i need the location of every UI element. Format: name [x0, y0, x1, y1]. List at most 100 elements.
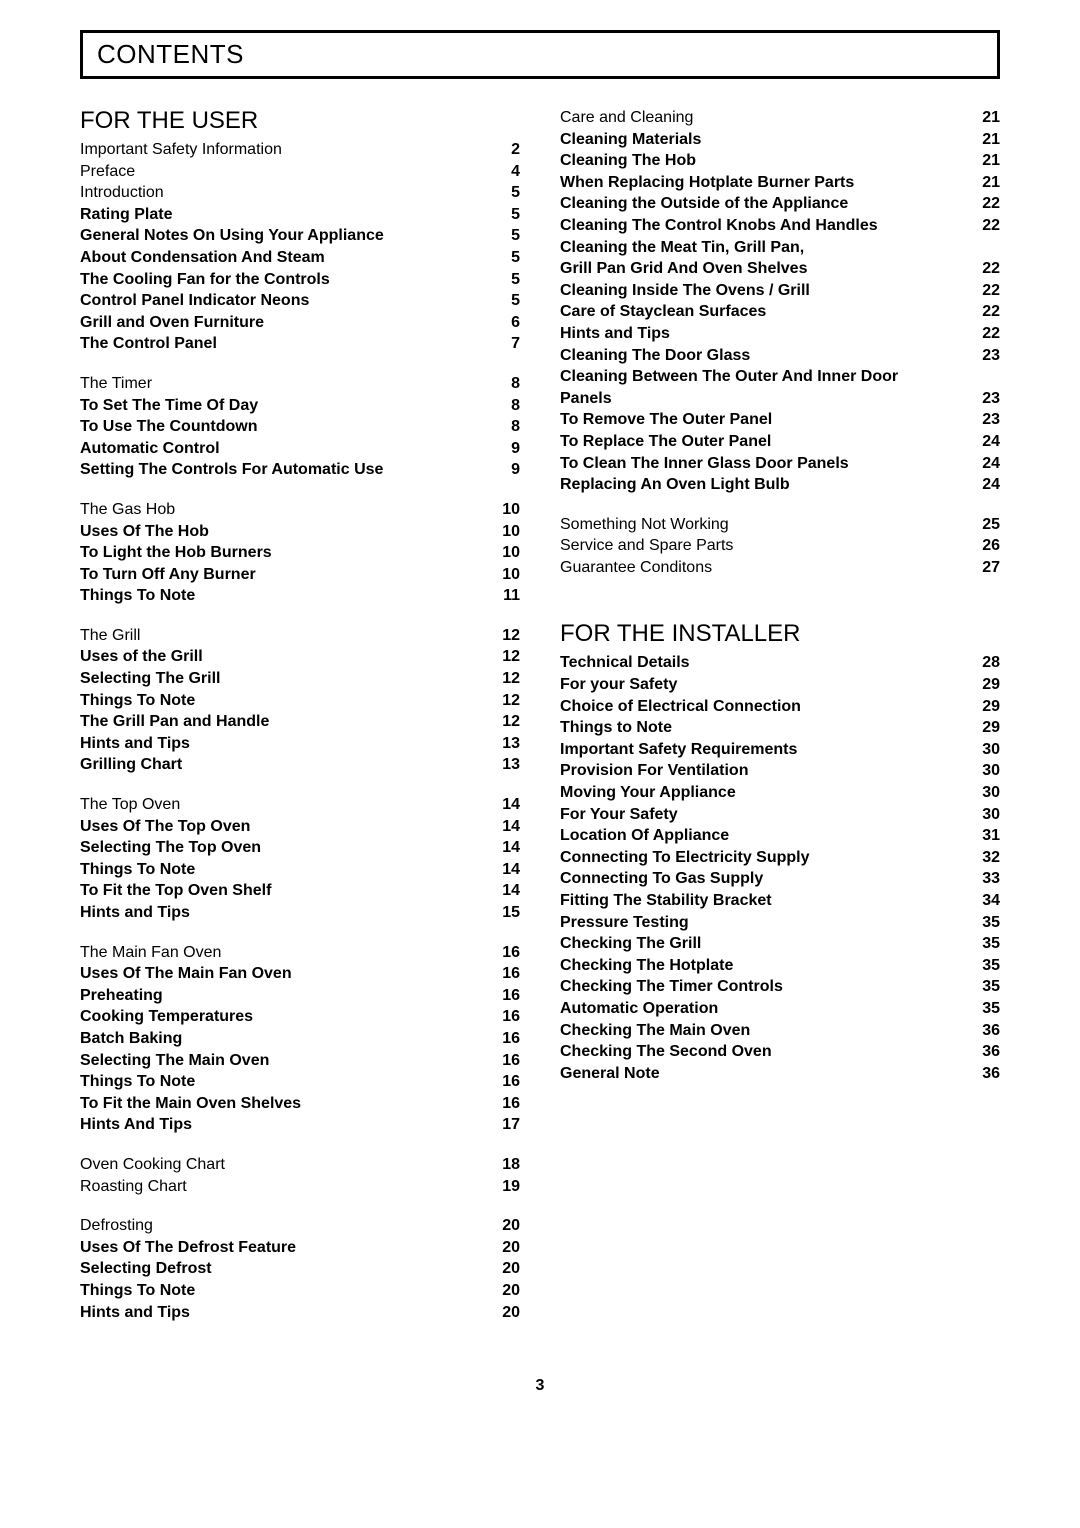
toc-page: 13: [488, 754, 520, 776]
toc-label: Care of Stayclean Surfaces: [560, 301, 766, 323]
toc-page: 29: [968, 674, 1000, 696]
toc-page: 16: [488, 985, 520, 1007]
toc-row: Hints And Tips17: [80, 1114, 520, 1136]
toc-row: The Timer8: [80, 373, 520, 395]
toc-row: To Use The Countdown8: [80, 416, 520, 438]
toc-page: 20: [472, 1237, 520, 1259]
toc-label: The Main Fan Oven: [80, 942, 221, 964]
toc-row: Cleaning the Outside of the Appliance22: [560, 193, 1000, 215]
toc-page: 10: [488, 499, 520, 521]
toc-group: Something Not Working25Service and Spare…: [560, 514, 1000, 579]
toc-row: Cleaning Materials21: [560, 129, 1000, 151]
toc-page: 22: [952, 215, 1000, 237]
toc-label: Choice of Electrical Connection: [560, 696, 801, 718]
toc-row: Grill Pan Grid And Oven Shelves22: [560, 258, 1000, 280]
toc-row: Uses of the Grill12: [80, 646, 520, 668]
toc-page: 35: [968, 955, 1000, 977]
toc-page: 36: [968, 1063, 1000, 1085]
toc-label: Important Safety Information: [80, 139, 282, 161]
toc-row: Selecting The Grill12: [80, 668, 520, 690]
toc-label: Things To Note: [80, 859, 195, 881]
toc-label: To Replace The Outer Panel: [560, 431, 771, 453]
toc-page: 32: [952, 847, 1000, 869]
toc-label: For Your Safety: [560, 804, 678, 826]
toc-page: 22: [968, 301, 1000, 323]
toc-page: 24: [952, 453, 1000, 475]
toc-group: Oven Cooking Chart 18 Roasting Chart 19: [80, 1154, 520, 1197]
toc-row: To Clean The Inner Glass Door Panels24: [560, 453, 1000, 475]
toc-page: 16: [488, 963, 520, 985]
toc-label: Preface: [80, 161, 135, 183]
toc-row: Defrosting20: [80, 1215, 520, 1237]
toc-page: 19: [488, 1176, 520, 1198]
toc-label: Oven Cooking Chart: [80, 1154, 225, 1176]
toc-row: Cooking Temperatures16: [80, 1006, 520, 1028]
toc-page: 34: [952, 890, 1000, 912]
toc-label: The Cooling Fan for the Controls: [80, 269, 330, 291]
toc-row: Grilling Chart13: [80, 754, 520, 776]
toc-row: Cleaning the Meat Tin, Grill Pan,: [560, 237, 1000, 259]
toc-label: Control Panel Indicator Neons: [80, 290, 309, 312]
toc-label: Setting The Controls For Automatic Use: [80, 459, 383, 481]
toc-row: To Set The Time Of Day8: [80, 395, 520, 417]
toc-page: 30: [952, 760, 1000, 782]
toc-row: Preheating16: [80, 985, 520, 1007]
toc-page: 2: [488, 139, 520, 161]
toc-row: Guarantee Conditons27: [560, 557, 1000, 579]
toc-page: 12: [488, 690, 520, 712]
toc-row: The Grill12: [80, 625, 520, 647]
toc-page: 16: [488, 1050, 520, 1072]
toc-row: About Condensation And Steam5: [80, 247, 520, 269]
toc-row: Hints and Tips13: [80, 733, 520, 755]
toc-row: Things To Note20: [80, 1280, 520, 1302]
toc-label: Panels: [560, 388, 612, 410]
toc-page: 36: [968, 1020, 1000, 1042]
toc-row: Hints and Tips15: [80, 902, 520, 924]
toc-page: 28: [968, 652, 1000, 674]
toc-page: 22: [968, 323, 1000, 345]
title-box: CONTENTS: [80, 30, 1000, 79]
toc-label: The Control Panel: [80, 333, 217, 355]
toc-label: Cleaning Inside The Ovens / Grill: [560, 280, 810, 302]
toc-page: 12: [488, 646, 520, 668]
toc-row: The Gas Hob10: [80, 499, 520, 521]
toc-row: Checking The Second Oven36: [560, 1041, 1000, 1063]
toc-label: Roasting Chart: [80, 1176, 187, 1198]
toc-row: Oven Cooking Chart 18: [80, 1154, 520, 1176]
toc-row: Technical Details28: [560, 652, 1000, 674]
toc-row: General Notes On Using Your Appliance5: [80, 225, 520, 247]
columns: FOR THE USER Important Safety Informatio…: [80, 107, 1000, 1341]
toc-label: Hints and Tips: [560, 323, 670, 345]
toc-page: 21: [952, 172, 1000, 194]
page-number: 3: [80, 1377, 1000, 1395]
toc-page: 12: [488, 668, 520, 690]
toc-label: To Use The Countdown: [80, 416, 257, 438]
toc-page: 14: [488, 859, 520, 881]
toc-row: General Note36: [560, 1063, 1000, 1085]
toc-page: 10: [472, 542, 520, 564]
toc-label: Provision For Ventilation: [560, 760, 748, 782]
toc-row: Hints and Tips 22: [560, 323, 1000, 345]
toc-label: Cleaning Between The Outer And Inner Doo…: [560, 366, 898, 388]
toc-page: 17: [488, 1114, 520, 1136]
toc-page: 5: [488, 204, 520, 226]
toc-label: Important Safety Requirements: [560, 739, 797, 761]
toc-page: 12: [488, 625, 520, 647]
toc-row: Service and Spare Parts26: [560, 535, 1000, 557]
toc-row: Batch Baking16: [80, 1028, 520, 1050]
toc-row: Selecting The Main Oven16: [80, 1050, 520, 1072]
toc-row: The Cooling Fan for the Controls5: [80, 269, 520, 291]
toc-page: 18: [488, 1154, 520, 1176]
toc-row: Uses Of The Hob10: [80, 521, 520, 543]
toc-page: 10: [488, 521, 520, 543]
toc-page: 22: [952, 193, 1000, 215]
toc-page: 16: [488, 1028, 520, 1050]
toc-row: Important Safety Requirements30: [560, 739, 1000, 761]
toc-page: 21: [968, 150, 1000, 172]
toc-row: Selecting The Top Oven14: [80, 837, 520, 859]
toc-row: Introduction5: [80, 182, 520, 204]
toc-label: Care and Cleaning: [560, 107, 693, 129]
toc-page: 31: [952, 825, 1000, 847]
toc-page: 27: [968, 557, 1000, 579]
toc-label: Uses Of The Main Fan Oven: [80, 963, 292, 985]
